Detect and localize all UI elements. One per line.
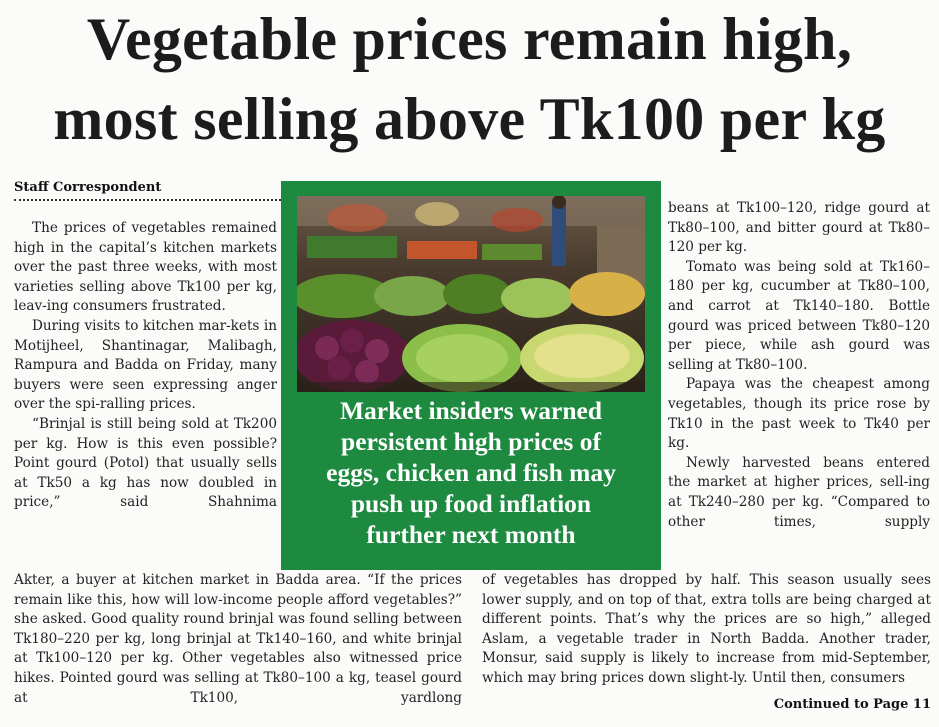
headline-line-2: most selling above Tk100 per kg bbox=[53, 86, 886, 152]
pullquote-line: persistent high prices of bbox=[341, 427, 601, 456]
paragraph: Tomato was being sold at Tk160–180 per k… bbox=[668, 258, 930, 373]
paragraph: Akter, a buyer at kitchen market in Badd… bbox=[14, 572, 462, 706]
pullquote-line: Market insiders warned bbox=[339, 396, 603, 425]
article-column-3-continued: of vegetables has dropped by half. This … bbox=[482, 571, 931, 689]
headline-line-1: Vegetable prices remain high, bbox=[86, 6, 853, 72]
pullquote-line: eggs, chicken and fish may bbox=[326, 458, 616, 487]
pullquote: Market insiders warned persistent high p… bbox=[291, 395, 651, 550]
paragraph: of vegetables has dropped by half. This … bbox=[482, 572, 931, 686]
pullquote-line: further next month bbox=[366, 520, 576, 549]
paragraph: beans at Tk100–120, ridge gourd at Tk80–… bbox=[668, 200, 930, 256]
paragraph: Papaya was the cheapest among vegetables… bbox=[668, 376, 930, 452]
paragraph: During visits to kitchen mar-kets in Mot… bbox=[14, 317, 277, 413]
article-column-1: The prices of vegetables remained high i… bbox=[14, 219, 277, 513]
article-column-3: beans at Tk100–120, ridge gourd at Tk80–… bbox=[668, 199, 930, 532]
continued-link[interactable]: Continued to Page 11 bbox=[773, 697, 931, 712]
market-photo bbox=[297, 196, 645, 392]
paragraph: The prices of vegetables remained high i… bbox=[14, 220, 277, 315]
paragraph: “Brinjal is still being sold at Tk200 pe… bbox=[14, 415, 277, 511]
pullquote-line: push up food inflation bbox=[350, 489, 592, 518]
pullquote-box: Market insiders warned persistent high p… bbox=[281, 181, 661, 570]
paragraph: Newly harvested beans entered the market… bbox=[668, 454, 930, 530]
article-column-2: Akter, a buyer at kitchen market in Badd… bbox=[14, 571, 462, 708]
byline: Staff Correspondent bbox=[14, 180, 281, 201]
vegetable-market-image bbox=[297, 196, 645, 392]
